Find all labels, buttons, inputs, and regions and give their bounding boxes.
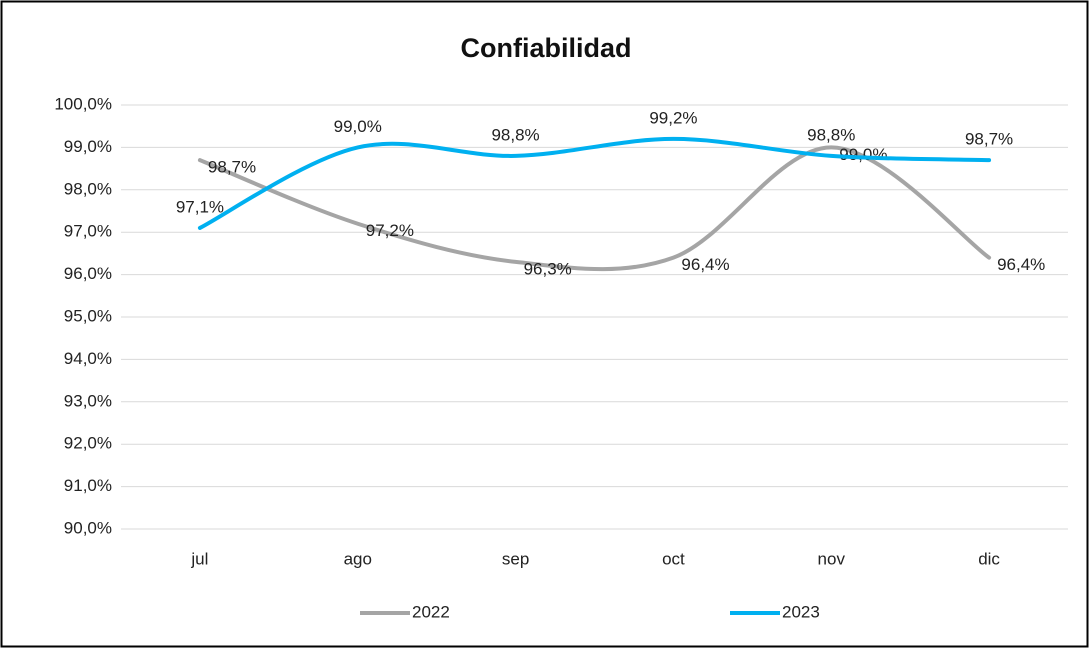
data-label: 97,1% [176, 197, 224, 216]
y-tick-label: 93,0% [64, 391, 112, 410]
series-line [197, 145, 992, 272]
x-tick-label: nov [818, 549, 846, 568]
y-tick-label: 96,0% [64, 264, 112, 283]
y-tick-label: 90,0% [64, 518, 112, 537]
data-label: 99,2% [649, 108, 697, 127]
data-label: 98,7% [208, 158, 256, 177]
series-line [197, 136, 992, 230]
legend-label: 2022 [412, 602, 450, 621]
y-tick-label: 98,0% [64, 179, 112, 198]
data-label: 98,7% [965, 130, 1013, 149]
y-tick-label: 97,0% [64, 222, 112, 241]
data-label: 96,3% [524, 259, 572, 278]
data-label: 98,8% [807, 125, 855, 144]
y-tick-label: 95,0% [64, 306, 112, 325]
data-label: 99,0% [334, 117, 382, 136]
x-tick-label: dic [978, 549, 1000, 568]
data-label: 96,4% [681, 255, 729, 274]
y-tick-label: 91,0% [64, 476, 112, 495]
x-tick-label: sep [502, 549, 529, 568]
y-tick-label: 94,0% [64, 349, 112, 368]
data-label: 96,4% [997, 255, 1045, 274]
x-tick-label: oct [662, 549, 685, 568]
x-tick-label: jul [190, 549, 208, 568]
y-tick-label: 92,0% [64, 434, 112, 453]
data-label: 97,2% [366, 221, 414, 240]
y-tick-label: 100,0% [54, 94, 112, 113]
data-label: 98,8% [491, 125, 539, 144]
chart-title: Confiabilidad [461, 33, 632, 63]
legend-label: 2023 [782, 602, 820, 621]
x-tick-label: ago [344, 549, 372, 568]
y-tick-label: 99,0% [64, 137, 112, 156]
data-label: 99,0% [839, 145, 887, 164]
